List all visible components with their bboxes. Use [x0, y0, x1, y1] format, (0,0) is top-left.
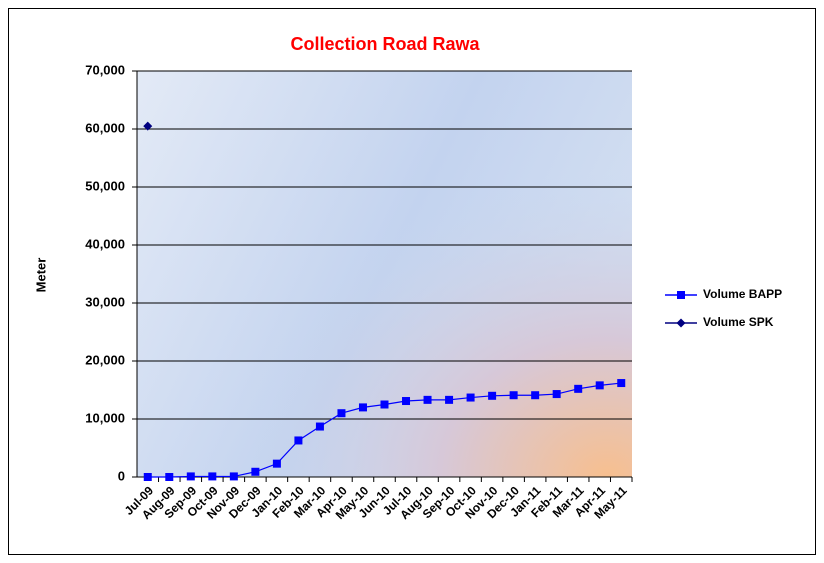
line-marker [617, 379, 626, 388]
y-tick-label: 20,000 [85, 352, 125, 367]
line-marker [229, 472, 238, 481]
legend-label: Volume SPK [703, 315, 774, 329]
y-tick-label: 60,000 [85, 120, 125, 135]
line-marker [595, 381, 604, 390]
line-marker [402, 397, 411, 406]
line-marker [531, 391, 540, 400]
y-tick-label: 10,000 [85, 410, 125, 425]
line-marker [337, 409, 346, 418]
line-marker [186, 472, 195, 481]
line-marker [574, 384, 583, 393]
line-marker [143, 473, 152, 481]
line-marker [423, 395, 432, 404]
line-marker [509, 391, 518, 400]
line-marker [358, 403, 367, 412]
y-tick-label: 30,000 [85, 294, 125, 309]
line-marker [466, 393, 475, 402]
line-marker [165, 473, 174, 481]
line-marker [677, 291, 685, 299]
line-marker [294, 436, 303, 445]
y-tick-label: 0 [118, 468, 125, 483]
y-tick-label: 40,000 [85, 236, 125, 251]
line-marker [380, 400, 389, 409]
line-marker [488, 391, 497, 400]
y-axis-label: Meter [33, 258, 48, 293]
line-marker [552, 390, 561, 399]
y-tick-label: 50,000 [85, 178, 125, 193]
y-tick-label: 70,000 [85, 62, 125, 77]
line-marker [676, 318, 686, 328]
line-marker [272, 459, 281, 468]
line-marker [208, 472, 217, 481]
line-marker [445, 395, 454, 404]
chart-title: Collection Road Rawa [290, 34, 480, 54]
line-marker [143, 121, 153, 131]
line-marker [251, 467, 260, 476]
plot-area-glow [137, 71, 632, 477]
line-marker [315, 422, 324, 431]
legend-label: Volume BAPP [703, 287, 782, 301]
